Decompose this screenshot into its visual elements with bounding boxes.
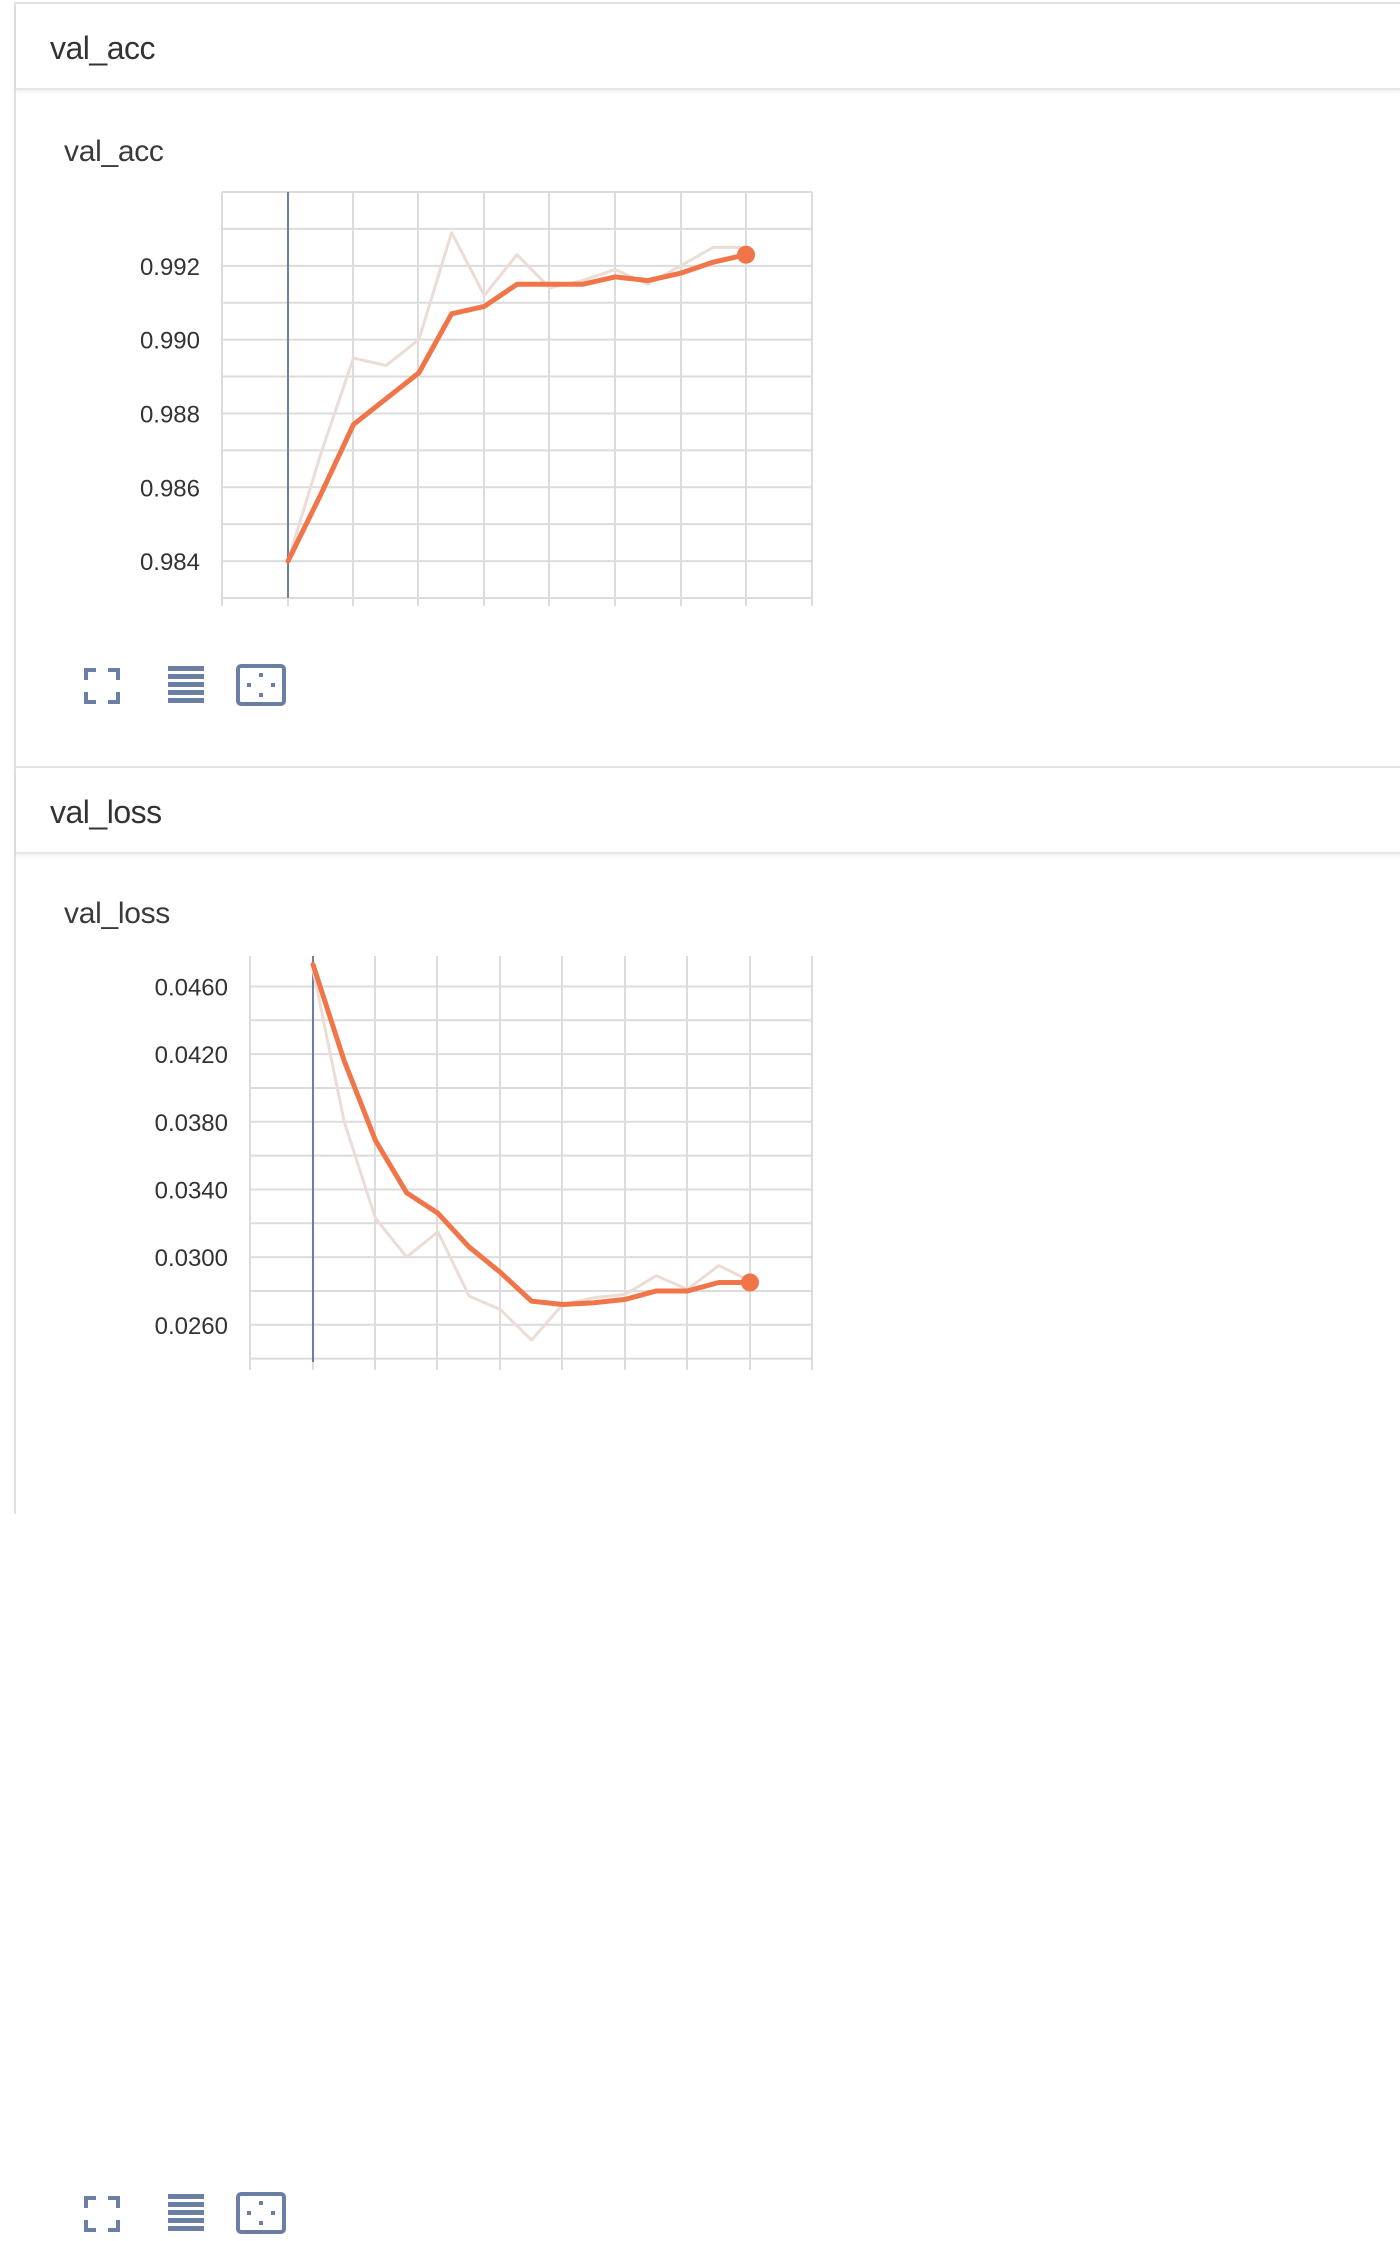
raw-series-line <box>311 969 751 1342</box>
y-tick-label: 0.990 <box>140 328 200 355</box>
group-title: val_loss <box>50 794 162 830</box>
fullscreen-icon <box>84 668 120 704</box>
last-point-marker <box>737 245 755 264</box>
y-tick-label: 0.0420 <box>155 1042 228 1069</box>
last-point-marker <box>741 1273 759 1292</box>
fullscreen-button[interactable] <box>80 2192 132 2236</box>
fullscreen-button[interactable] <box>80 664 132 708</box>
panel-group-val-acc: val_acc val_acc <box>14 2 1400 768</box>
chart-title: val_acc <box>64 135 164 168</box>
y-tick-label: 0.0460 <box>155 974 228 1001</box>
raw-series-line <box>286 231 746 562</box>
panel-group-val-loss: val_loss val_loss <box>14 766 1400 2234</box>
fullscreen-icon <box>84 2196 120 2232</box>
val-loss-chart[interactable]: 0.0260 0.0300 0.0340 0.0380 0.0420 0.0460 <box>0 0 1400 1514</box>
fit-domain-button[interactable] <box>236 2192 288 2236</box>
y-tick-label: 0.0300 <box>155 1245 228 1272</box>
y-tick-label: 0.992 <box>140 254 200 281</box>
toggle-log-scale-icon <box>168 666 210 703</box>
y-tick-label: 0.0380 <box>155 1110 228 1137</box>
y-tick-label: 0.986 <box>140 475 200 502</box>
y-tick-label: 0.988 <box>140 401 200 428</box>
y-tick-label: 0.0260 <box>155 1313 228 1340</box>
fit-domain-icon <box>236 664 286 706</box>
toggle-log-scale-icon <box>168 2194 210 2231</box>
log-scale-button[interactable] <box>152 664 210 708</box>
grid <box>249 956 813 1370</box>
group-header-val-loss[interactable]: val_loss <box>16 768 1400 854</box>
fit-domain-button[interactable] <box>236 664 288 708</box>
log-scale-button[interactable] <box>152 2192 210 2236</box>
smoothed-series-line <box>285 252 749 564</box>
chart-title: val_loss <box>64 897 170 930</box>
val-acc-chart[interactable]: 0.984 0.986 0.988 0.990 0.992 <box>0 0 1400 1514</box>
y-tick-label: 0.984 <box>140 549 200 576</box>
group-header-val-acc[interactable]: val_acc <box>16 4 1400 90</box>
group-title: val_acc <box>50 30 156 66</box>
fit-domain-icon <box>236 2192 286 2234</box>
y-tick-label: 0.0340 <box>155 1177 228 1204</box>
smoothed-series-line <box>310 961 753 1307</box>
